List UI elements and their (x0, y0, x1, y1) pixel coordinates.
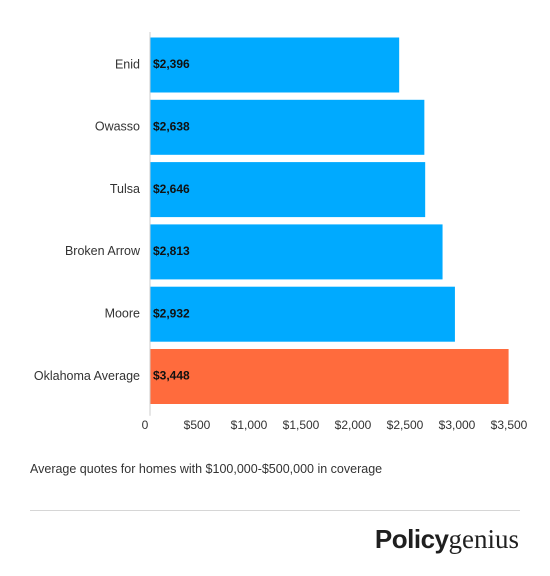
logo-policy-text: Policy (374, 524, 449, 554)
bar-broken-arrow (150, 224, 443, 280)
bar-value-label: $2,646 (153, 182, 190, 196)
x-tick-label: $1,000 (231, 418, 268, 432)
x-tick-label: $3,500 (491, 418, 528, 432)
category-label: Tulsa (110, 182, 140, 196)
bar-chart: Enid Owasso Tulsa Broken Arrow Moore Oklahoma… (34, 32, 528, 432)
bar-value-label: $2,638 (153, 119, 190, 133)
bar-tulsa (150, 162, 426, 218)
x-tick-label: $500 (184, 418, 211, 432)
divider (30, 510, 520, 511)
bar-moore (150, 286, 455, 342)
x-axis-tick-labels: 0 $500 $1,000 $1,500 $2,000 $2,500 $3,000 $3,50… (142, 418, 528, 432)
bars-group (150, 37, 509, 404)
bar-value-labels: $2,396 $2,638 $2,646 $2,813 $2,932 $3,448 (153, 57, 190, 383)
x-tick-label: $2,000 (335, 418, 372, 432)
bar-value-label: $3,448 (153, 369, 190, 383)
category-label: Moore (105, 306, 140, 320)
logo-genius-text: genius (448, 524, 520, 554)
policygenius-logo: Policygenius (375, 526, 519, 553)
chart-caption: Average quotes for homes with $100,000-$… (30, 462, 383, 476)
x-tick-label: 0 (142, 418, 149, 432)
bar-owasso (150, 99, 425, 155)
bar-value-label: $2,396 (153, 57, 190, 71)
bar-value-label: $2,932 (153, 306, 190, 320)
bar-value-label: $2,813 (153, 244, 190, 258)
bar-enid (150, 37, 400, 93)
category-label: Enid (115, 57, 140, 71)
x-tick-label: $1,500 (283, 418, 320, 432)
x-tick-label: $3,000 (439, 418, 476, 432)
x-tick-label: $2,500 (387, 418, 424, 432)
category-label: Owasso (95, 120, 140, 134)
category-label: Broken Arrow (65, 244, 141, 258)
category-labels: Enid Owasso Tulsa Broken Arrow Moore Oklahoma… (34, 57, 141, 383)
bar-oklahoma-average (150, 349, 509, 404)
category-label: Oklahoma Average (34, 369, 140, 383)
